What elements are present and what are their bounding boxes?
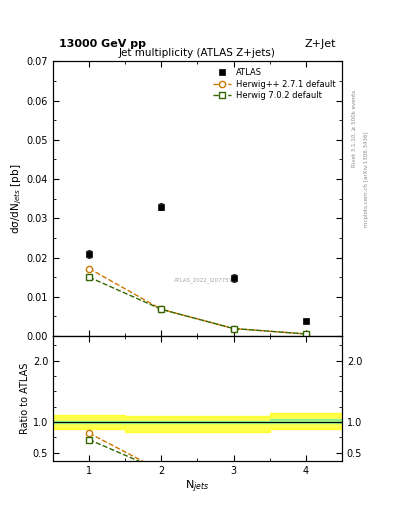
Text: mcplots.cern.ch [arXiv:1306.3436]: mcplots.cern.ch [arXiv:1306.3436] — [364, 132, 369, 227]
Title: Jet multiplicity (ATLAS Z+jets): Jet multiplicity (ATLAS Z+jets) — [119, 48, 276, 58]
Legend: ATLAS, Herwig++ 2.7.1 default, Herwig 7.0.2 default: ATLAS, Herwig++ 2.7.1 default, Herwig 7.… — [211, 66, 338, 102]
X-axis label: N$_{jets}$: N$_{jets}$ — [185, 478, 209, 495]
Y-axis label: Ratio to ATLAS: Ratio to ATLAS — [20, 362, 30, 434]
Y-axis label: dσ/dN$_{jets}$ [pb]: dσ/dN$_{jets}$ [pb] — [9, 163, 24, 234]
Text: ATLAS_2022_I2077570: ATLAS_2022_I2077570 — [174, 277, 237, 283]
Text: Rivet 3.1.10, ≥ 500k events: Rivet 3.1.10, ≥ 500k events — [352, 90, 357, 166]
Text: Z+Jet: Z+Jet — [305, 39, 336, 49]
Text: 13000 GeV pp: 13000 GeV pp — [59, 39, 146, 49]
